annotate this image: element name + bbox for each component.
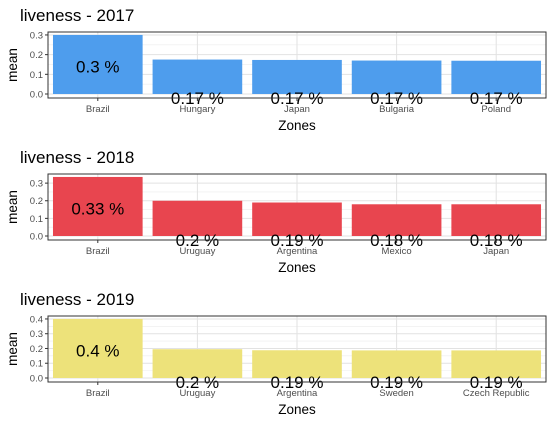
y-tick-label: 0.0 — [30, 232, 43, 243]
bar-argentina — [252, 202, 342, 236]
x-tick-label: Argentina — [277, 388, 318, 399]
y-tick-label: 0.4 — [30, 314, 43, 325]
chart-title: liveness - 2017 — [20, 6, 134, 25]
y-tick-label: 0.0 — [30, 90, 43, 101]
y-tick-label: 0.3 — [30, 329, 43, 340]
y-axis-title: mean — [5, 190, 20, 224]
x-tick-label: Bulgaria — [379, 104, 415, 115]
x-axis-title: Zones — [278, 118, 316, 133]
bar-czech-republic — [451, 350, 542, 378]
x-tick-label: Sweden — [379, 388, 413, 399]
bar-bulgaria — [351, 60, 442, 94]
x-tick-label: Poland — [481, 104, 511, 115]
bar-japan — [451, 204, 542, 236]
x-tick-label: Czech Republic — [463, 388, 530, 399]
bar-argentina — [252, 350, 342, 378]
x-tick-label: Hungary — [179, 104, 215, 115]
y-axis-title: mean — [5, 332, 20, 366]
y-tick-label: 0.1 — [30, 359, 43, 370]
x-tick-label: Brazil — [86, 246, 110, 257]
x-tick-label: Uruguay — [179, 388, 215, 399]
x-tick-label: Mexico — [382, 246, 412, 257]
data-label: 0.3 % — [76, 57, 119, 76]
bar-uruguay — [152, 200, 243, 236]
x-tick-label: Uruguay — [179, 246, 215, 257]
bar-sweden — [351, 350, 442, 378]
x-axis-title: Zones — [278, 260, 316, 275]
bar-brazil — [52, 34, 143, 94]
y-tick-label: 0.2 — [30, 344, 43, 355]
y-tick-label: 0.1 — [30, 70, 43, 81]
y-tick-label: 0.3 — [30, 179, 43, 190]
data-label: 0.4 % — [76, 341, 119, 360]
x-tick-label: Brazil — [86, 388, 110, 399]
y-tick-label: 0.0 — [30, 374, 43, 385]
x-tick-label: Brazil — [86, 104, 110, 115]
bar-japan — [252, 59, 342, 94]
y-tick-label: 0.2 — [30, 50, 43, 61]
chart-title: liveness - 2019 — [20, 290, 134, 309]
y-axis-title: mean — [5, 48, 20, 82]
x-tick-label: Japan — [483, 246, 509, 257]
bar-hungary — [152, 59, 243, 94]
bar-brazil — [52, 176, 143, 236]
bar-brazil — [52, 318, 143, 378]
x-tick-label: Argentina — [277, 246, 318, 257]
x-tick-label: Japan — [284, 104, 310, 115]
chart-title: liveness - 2018 — [20, 148, 134, 167]
bar-uruguay — [152, 349, 243, 378]
x-axis-title: Zones — [278, 402, 316, 417]
y-tick-label: 0.3 — [30, 30, 43, 41]
data-label: 0.33 % — [71, 199, 124, 218]
bar-mexico — [351, 204, 442, 236]
y-tick-label: 0.2 — [30, 196, 43, 207]
bar-poland — [451, 60, 542, 94]
y-tick-label: 0.1 — [30, 214, 43, 225]
